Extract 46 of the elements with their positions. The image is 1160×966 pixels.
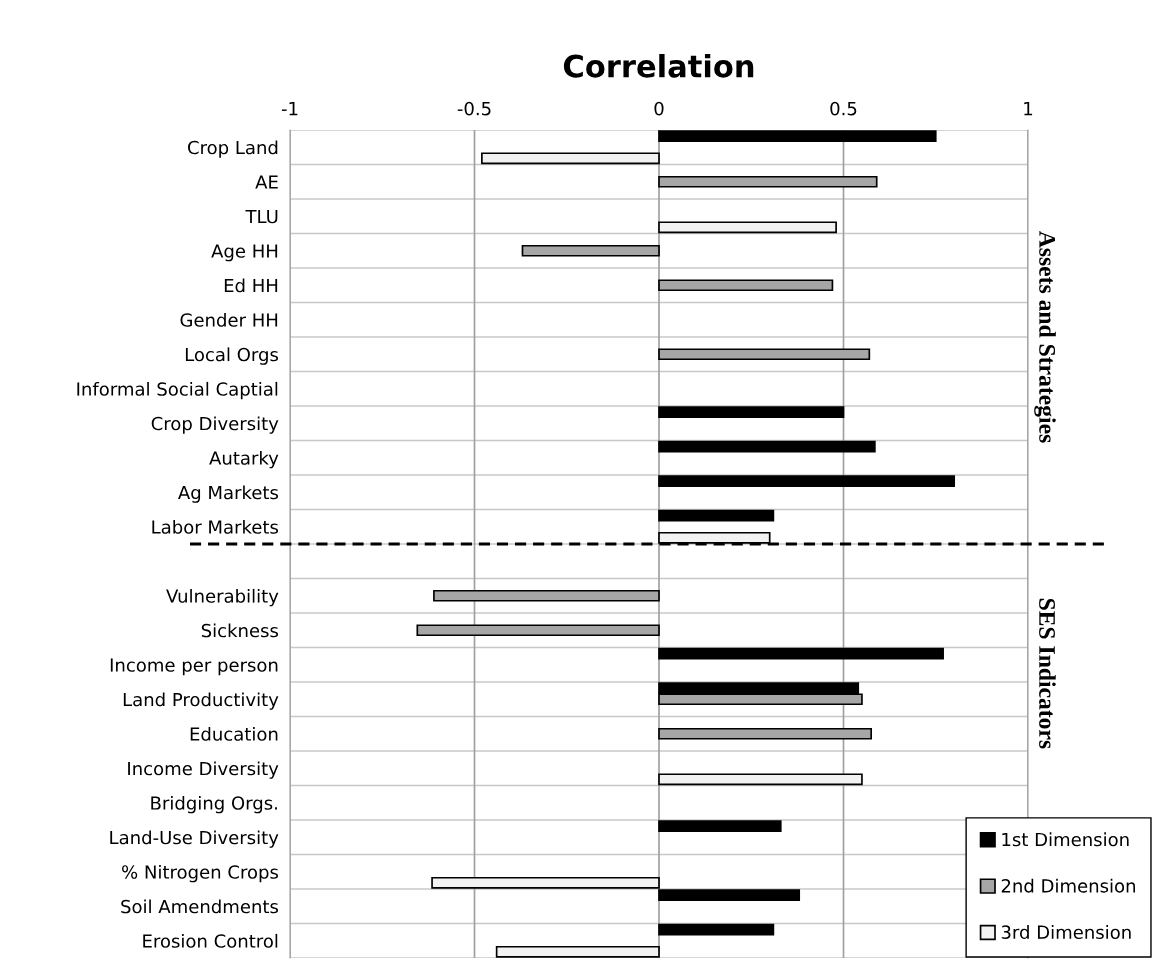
y-tick-label: Soil Amendments: [121, 899, 279, 914]
y-tick-label: Informal Social Captial: [77, 381, 278, 400]
y-tick-label: Crop Land: [188, 140, 278, 158]
bar: [658, 221, 837, 234]
y-tick-label: Autarky: [209, 450, 279, 469]
y-tick-label: Labor Markets: [152, 519, 279, 534]
chart-title: Correlation: [563, 54, 754, 78]
legend-label: 1st Dimension: [1002, 832, 1129, 847]
bar: [481, 152, 660, 165]
text: Assets and Strategies: [1034, 230, 1056, 443]
x-tick-label: 1: [1024, 101, 1033, 116]
y-tick-label: Land Productivity: [123, 692, 279, 710]
y-tick-label: Age HH: [211, 244, 278, 262]
y-tick-label: Income per person: [110, 658, 278, 676]
bar: [495, 945, 660, 958]
text: SES Indicators: [1039, 598, 1056, 749]
y-tick-label: Local Orgs: [185, 347, 278, 365]
bar: [658, 440, 876, 453]
bar: [658, 130, 937, 143]
x-tick-label: 0.5: [830, 101, 857, 116]
y-tick-label: Gender HH: [180, 312, 278, 327]
y-tick-label: TLU: [245, 209, 278, 224]
bar: [658, 820, 782, 833]
y-tick-label: % Nitrogen Crops: [122, 864, 279, 883]
y-tick-label: Land-Use Diversity: [110, 830, 279, 848]
y-tick-label: Vulnerability: [166, 588, 279, 607]
y-tick-label: Ag Markets: [178, 485, 279, 503]
y-tick-label: Income Diversity: [128, 761, 279, 779]
bar: [658, 475, 956, 488]
bar: [658, 647, 944, 660]
x-tick-label: -0.5: [457, 101, 491, 116]
y-tick-label: Erosion Control: [143, 933, 278, 948]
x-tick-label: -1: [281, 101, 298, 116]
y-tick-label: Education: [190, 726, 278, 741]
legend-label: 3rd Dimension: [1001, 925, 1131, 940]
bar: [658, 406, 845, 419]
bar: [658, 509, 775, 522]
x-tick-label: 0: [654, 101, 664, 116]
y-tick-label: Ed HH: [224, 278, 278, 293]
bar: [658, 923, 775, 936]
y-tick-label: Sickness: [201, 623, 279, 638]
y-tick-label: Crop Diversity: [151, 416, 279, 434]
y-tick-label: Bridging Orgs.: [151, 795, 277, 814]
bar: [658, 773, 863, 786]
legend-label: 2nd Dimension: [1001, 878, 1135, 893]
y-tick-label: AE: [255, 175, 278, 189]
